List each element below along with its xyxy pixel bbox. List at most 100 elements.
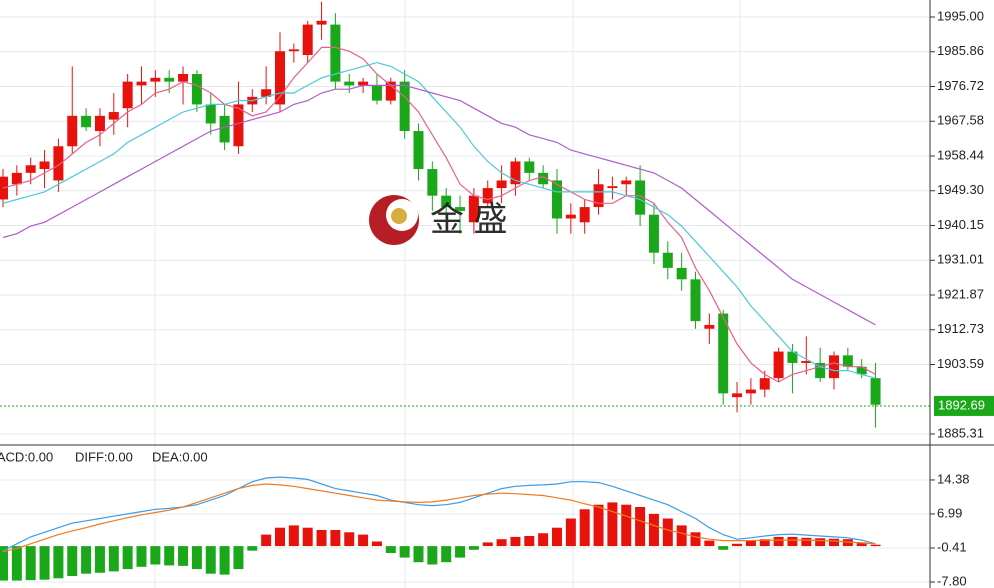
macd-bar <box>635 506 646 547</box>
candle-body <box>81 115 92 128</box>
macd-bar <box>288 525 299 547</box>
candle-body <box>842 355 853 367</box>
line <box>2 61 876 379</box>
macd-bar <box>538 533 549 547</box>
macd-bar <box>344 532 355 547</box>
legend-dea: DEA:0.00 <box>152 449 208 464</box>
candle-body <box>759 378 770 390</box>
candle-body <box>261 89 272 97</box>
candle-body <box>732 393 743 398</box>
candle-body <box>496 180 507 189</box>
macd-bar <box>164 546 175 566</box>
candle-body <box>787 351 798 363</box>
macd-bar <box>815 538 826 547</box>
candle-body <box>233 104 244 147</box>
candle-body <box>856 366 867 375</box>
candle-body <box>662 252 673 268</box>
macd-bar <box>607 502 618 547</box>
macd-bar <box>468 546 479 550</box>
y-tick-label: 1958.44 <box>937 147 984 162</box>
candle-body <box>441 195 452 208</box>
y-tick-label: 6.99 <box>937 505 962 520</box>
candle-body <box>690 279 701 322</box>
candle-body <box>330 24 341 82</box>
macd-bar <box>441 546 452 563</box>
y-tick-label: 1912.73 <box>937 321 984 336</box>
candle-body <box>164 77 175 82</box>
macd-bar <box>787 536 798 547</box>
candle-body <box>510 161 521 185</box>
candle-body <box>815 362 826 379</box>
y-tick-label: 1976.72 <box>937 78 984 93</box>
macd-bar <box>773 536 784 547</box>
macd-bar <box>25 546 36 581</box>
y-tick-label: 1949.30 <box>937 182 984 197</box>
line <box>2 483 876 553</box>
macd-bar <box>136 546 147 567</box>
candle-body <box>579 207 590 223</box>
macd-bar <box>856 542 867 547</box>
candle-body <box>427 169 438 196</box>
macd-bar <box>524 535 535 547</box>
macd-bar <box>399 546 410 558</box>
candle-body <box>538 172 549 185</box>
candle-body <box>191 74 202 105</box>
macd-bar <box>81 546 92 574</box>
y-tick-label: 14.38 <box>937 471 970 486</box>
macd-bar <box>496 539 507 547</box>
macd-bar <box>0 546 8 581</box>
candle-body <box>829 355 839 379</box>
macd-bar <box>704 540 715 547</box>
candle-body <box>607 186 618 189</box>
macd-bar <box>510 536 521 547</box>
candle-body <box>524 161 535 173</box>
line <box>2 46 876 383</box>
candle-body <box>593 184 604 208</box>
macd-bar <box>829 538 839 547</box>
candle-body <box>358 81 369 86</box>
macd-bar <box>648 513 659 547</box>
candle-body <box>288 49 299 52</box>
macd-bar <box>108 546 119 572</box>
macd-bar <box>233 546 244 570</box>
candle-body <box>39 161 50 170</box>
candle-body <box>136 81 147 86</box>
macd-bar <box>94 546 105 573</box>
macd-bar <box>67 546 78 576</box>
macd-bar <box>205 546 216 574</box>
candle-body <box>178 74 189 82</box>
macd-bar <box>593 504 604 547</box>
macd-bar <box>565 518 576 547</box>
y-tick-label: 1921.87 <box>937 286 984 301</box>
macd-bar <box>482 542 493 547</box>
watermark: 金 盛 <box>369 195 507 245</box>
candle-body <box>870 378 881 405</box>
candle-body <box>399 81 410 132</box>
candle-body <box>635 180 646 215</box>
candle-body <box>565 214 576 219</box>
candle-body <box>455 207 466 211</box>
macd-bar <box>621 504 632 547</box>
candle-body <box>648 214 659 253</box>
y-tick-label: 1967.58 <box>937 113 984 128</box>
macd-bar <box>53 546 64 579</box>
legend-diff: DIFF:0.00 <box>75 449 133 464</box>
line <box>2 84 876 326</box>
macd-bar <box>316 529 327 547</box>
macd-bar <box>178 546 189 566</box>
last-price-box <box>934 395 994 416</box>
candle-body <box>482 188 493 204</box>
y-tick-label: 1940.15 <box>937 217 984 232</box>
candle-body <box>718 313 729 394</box>
candle-body <box>302 24 313 56</box>
candle-body <box>704 324 715 329</box>
candle-body <box>316 20 327 25</box>
macd-bar <box>261 534 272 547</box>
y-tick-label: -7.80 <box>937 573 967 588</box>
macd-bar <box>302 527 313 547</box>
y-tick-label: 1885.31 <box>937 425 984 440</box>
candle-body <box>122 81 133 109</box>
candle-body <box>219 115 230 143</box>
logo <box>391 208 407 224</box>
